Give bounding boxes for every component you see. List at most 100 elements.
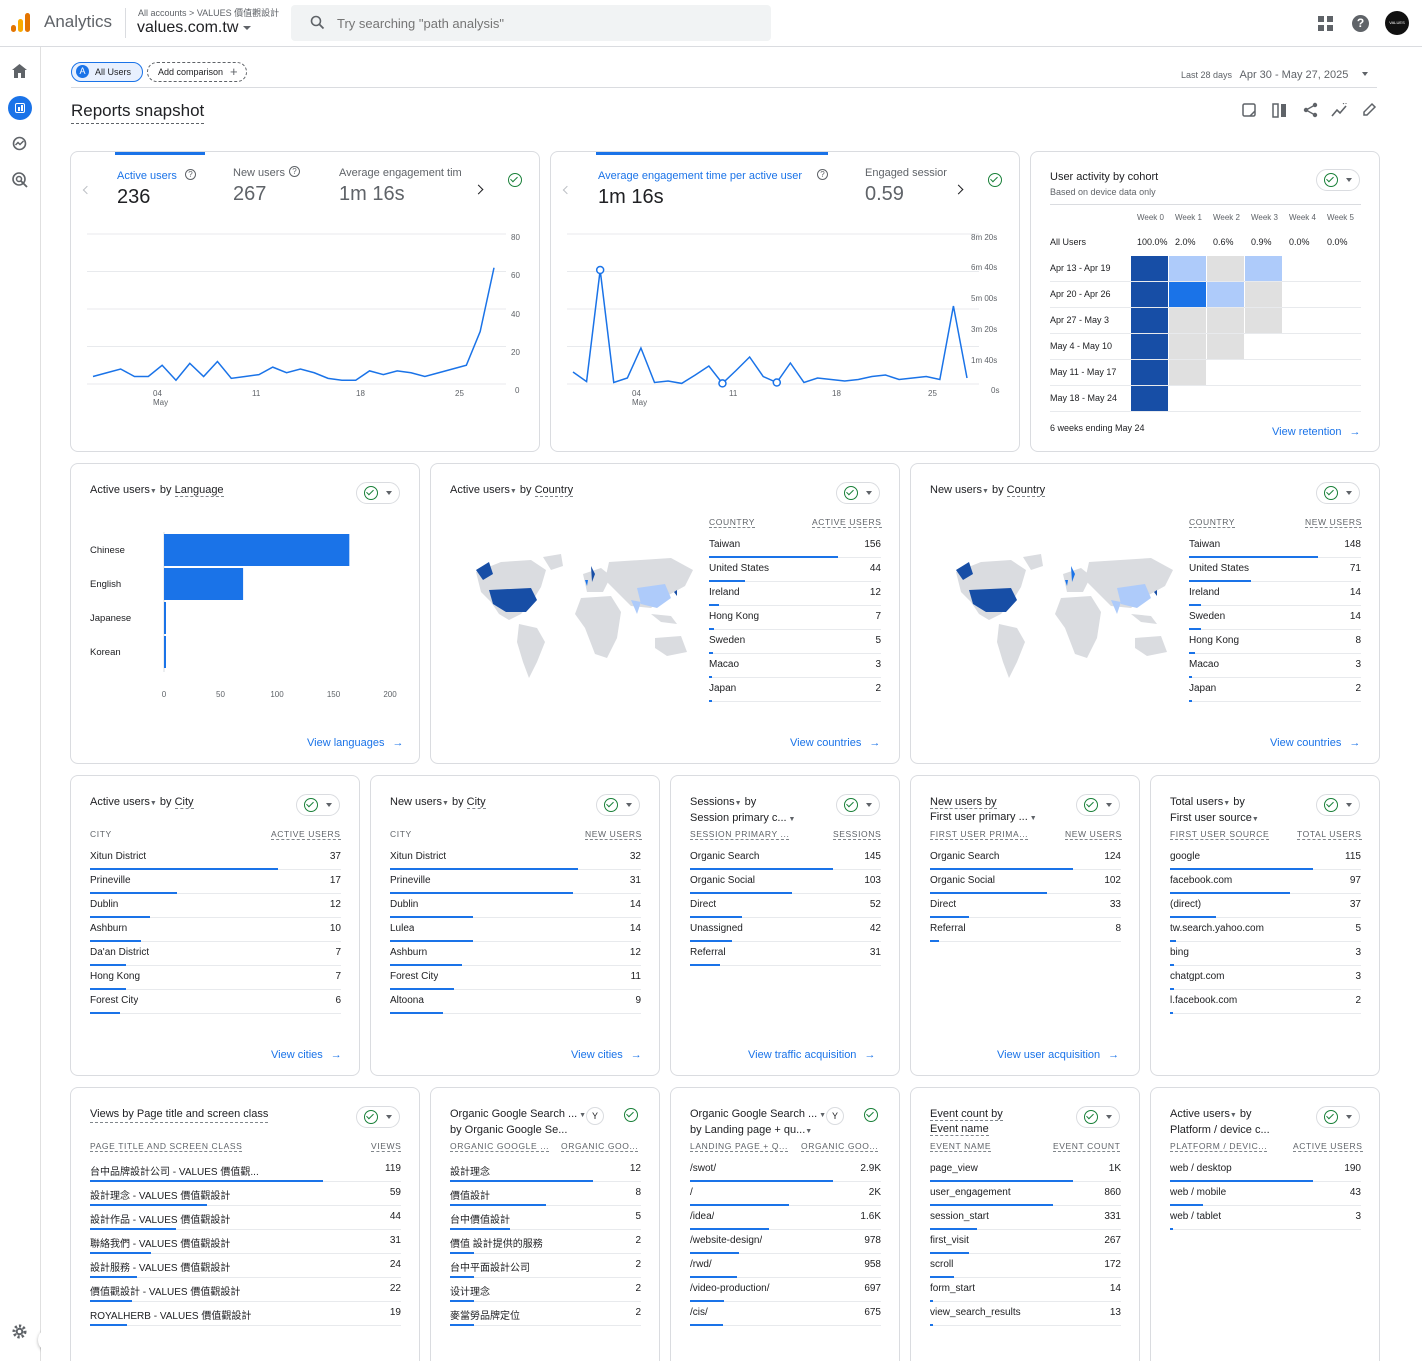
column-header[interactable]: TOTAL USERS bbox=[1297, 829, 1362, 840]
cohort-cell[interactable] bbox=[1169, 282, 1206, 307]
view-countries-link[interactable]: View countries → bbox=[790, 737, 880, 749]
dimension-name[interactable]: Platform / device c... bbox=[1170, 1124, 1270, 1136]
table-row[interactable]: 台中品牌設計公司 - VALUES 價值觀... 119 bbox=[90, 1158, 401, 1182]
status-dropdown[interactable] bbox=[1316, 482, 1360, 504]
table-row[interactable]: Forest City 11 bbox=[390, 966, 641, 990]
table-row[interactable]: Japan 2 bbox=[1189, 678, 1361, 702]
cohort-cell[interactable] bbox=[1207, 308, 1244, 333]
column-header[interactable]: CITY bbox=[390, 829, 412, 839]
column-header[interactable]: COUNTRY bbox=[709, 517, 756, 528]
reports-icon[interactable] bbox=[8, 96, 32, 120]
dimension-name[interactable]: Language bbox=[174, 484, 224, 497]
table-row[interactable]: Ashburn 10 bbox=[90, 918, 341, 942]
table-row[interactable]: /video-production/697 bbox=[690, 1278, 881, 1302]
table-row[interactable]: Organic Social 103 bbox=[690, 870, 881, 894]
status-dropdown[interactable] bbox=[596, 794, 640, 816]
table-row[interactable]: 设计理念 2 bbox=[450, 1278, 641, 1302]
metric-tab-active-users[interactable]: Active users ? 236 bbox=[115, 152, 205, 212]
column-header[interactable]: EVENT COUNT bbox=[1053, 1141, 1121, 1152]
filter-icon[interactable]: Y bbox=[826, 1107, 844, 1125]
table-row[interactable]: google 115 bbox=[1170, 846, 1361, 870]
table-row[interactable]: 價值 設計提供的服務 2 bbox=[450, 1230, 641, 1254]
status-dropdown[interactable] bbox=[356, 1106, 400, 1128]
advertising-icon[interactable] bbox=[12, 172, 28, 188]
chart-status-check-icon[interactable] bbox=[501, 170, 523, 192]
table-row[interactable]: 設計作品 - VALUES 價值觀設計 44 bbox=[90, 1206, 401, 1230]
table-row[interactable]: view_search_results 13 bbox=[930, 1302, 1121, 1326]
table-row[interactable]: first_visit 267 bbox=[930, 1230, 1121, 1254]
table-row[interactable]: Referral 8 bbox=[930, 918, 1121, 942]
cohort-cell[interactable] bbox=[1169, 256, 1206, 281]
table-row[interactable]: 價值設計 8 bbox=[450, 1182, 641, 1206]
chart-status-check-icon[interactable] bbox=[857, 1105, 879, 1127]
chevron-right-icon[interactable] bbox=[473, 184, 484, 195]
table-row[interactable]: ROYALHERB - VALUES 價值觀設計 19 bbox=[90, 1302, 401, 1326]
table-row[interactable]: Macao 3 bbox=[1189, 654, 1361, 678]
data-point[interactable] bbox=[595, 265, 605, 275]
metric-name[interactable]: Active users bbox=[90, 484, 150, 496]
table-row[interactable]: 價值觀設計 - VALUES 價值觀設計 22 bbox=[90, 1278, 401, 1302]
metric-tab-avg-engagement[interactable]: Average engagement time per active user … bbox=[596, 152, 828, 212]
table-row[interactable]: 設計理念 12 bbox=[450, 1158, 641, 1182]
table-row[interactable]: Taiwan 148 bbox=[1189, 534, 1361, 558]
table-row[interactable]: Ashburn 12 bbox=[390, 942, 641, 966]
table-row[interactable]: Organic Search 124 bbox=[930, 846, 1121, 870]
cohort-cell[interactable] bbox=[1131, 386, 1168, 411]
settings-gear-icon[interactable] bbox=[11, 1323, 28, 1340]
metric-name[interactable]: Organic Google Search ... bbox=[450, 1108, 578, 1120]
customize-report-icon[interactable] bbox=[1242, 103, 1257, 118]
column-header[interactable]: VIEWS bbox=[371, 1141, 402, 1152]
metric-tab-engaged-sessions[interactable]: Engaged sessior 0.59 bbox=[863, 152, 947, 212]
table-row[interactable]: bing 3 bbox=[1170, 942, 1361, 966]
table-row[interactable]: 聯絡我們 - VALUES 價值觀設計 31 bbox=[90, 1230, 401, 1254]
column-header[interactable]: SESSIONS bbox=[833, 829, 882, 840]
table-row[interactable]: tw.search.yahoo.com 5 bbox=[1170, 918, 1361, 942]
table-row[interactable]: United States 71 bbox=[1189, 558, 1361, 582]
table-row[interactable]: user_engagement 860 bbox=[930, 1182, 1121, 1206]
table-row[interactable]: facebook.com 97 bbox=[1170, 870, 1361, 894]
cohort-cell[interactable] bbox=[1131, 308, 1168, 333]
metric-name[interactable]: New users bbox=[390, 796, 442, 808]
column-header[interactable]: SESSION PRIMARY ... bbox=[690, 829, 790, 840]
table-row[interactable]: Ireland 12 bbox=[709, 582, 881, 606]
dimension-name[interactable]: City bbox=[466, 796, 486, 809]
cohort-cell[interactable] bbox=[1169, 360, 1206, 385]
status-dropdown[interactable] bbox=[1316, 794, 1360, 816]
chevron-left-icon[interactable] bbox=[562, 185, 572, 195]
cohort-cell[interactable] bbox=[1207, 256, 1244, 281]
explore-icon[interactable] bbox=[12, 136, 27, 151]
table-row[interactable]: Prineville 31 bbox=[390, 870, 641, 894]
column-header[interactable]: CITY bbox=[90, 829, 112, 839]
table-row[interactable]: Da'an District 7 bbox=[90, 942, 341, 966]
chevron-left-icon[interactable] bbox=[82, 185, 92, 195]
chevron-right-icon[interactable] bbox=[953, 184, 964, 195]
table-row[interactable]: Hong Kong 8 bbox=[1189, 630, 1361, 654]
table-row[interactable]: /website-design/978 bbox=[690, 1230, 881, 1254]
dimension-name[interactable]: Country bbox=[1006, 484, 1046, 497]
metric-name[interactable]: Sessions bbox=[690, 796, 735, 808]
column-header[interactable]: LANDING PAGE + Q... bbox=[690, 1141, 788, 1152]
table-row[interactable]: web / tablet 3 bbox=[1170, 1206, 1361, 1230]
table-row[interactable]: web / desktop 190 bbox=[1170, 1158, 1361, 1182]
cohort-cell[interactable] bbox=[1207, 334, 1244, 359]
analytics-logo-icon[interactable] bbox=[11, 13, 31, 33]
table-row[interactable]: session_start 331 bbox=[930, 1206, 1121, 1230]
metric-name[interactable]: Organic Google Search ... bbox=[690, 1108, 818, 1120]
column-header[interactable]: NEW USERS bbox=[1305, 517, 1362, 528]
help-icon[interactable]: ? bbox=[817, 169, 828, 180]
breadcrumb-all-accounts[interactable]: All accounts bbox=[138, 8, 187, 18]
table-row[interactable]: Referral 31 bbox=[690, 942, 881, 966]
view-cities-link[interactable]: View cities → bbox=[571, 1049, 642, 1061]
column-header[interactable]: FIRST USER PRIMA... bbox=[930, 829, 1029, 840]
column-header[interactable]: ORGANIC GOO... bbox=[801, 1141, 879, 1152]
column-header[interactable]: FIRST USER SOURCE bbox=[1170, 829, 1270, 840]
cohort-cell[interactable] bbox=[1131, 256, 1168, 281]
property-selector[interactable]: values.com.tw bbox=[137, 19, 251, 37]
table-row[interactable]: (direct) 37 bbox=[1170, 894, 1361, 918]
status-dropdown[interactable] bbox=[296, 794, 340, 816]
dimension-name[interactable]: by Organic Google Se... bbox=[450, 1124, 568, 1136]
table-row[interactable]: 台中價值設計 5 bbox=[450, 1206, 641, 1230]
table-row[interactable]: Unassigned 42 bbox=[690, 918, 881, 942]
view-cities-link[interactable]: View cities → bbox=[271, 1049, 342, 1061]
compare-icon[interactable] bbox=[1272, 103, 1288, 118]
